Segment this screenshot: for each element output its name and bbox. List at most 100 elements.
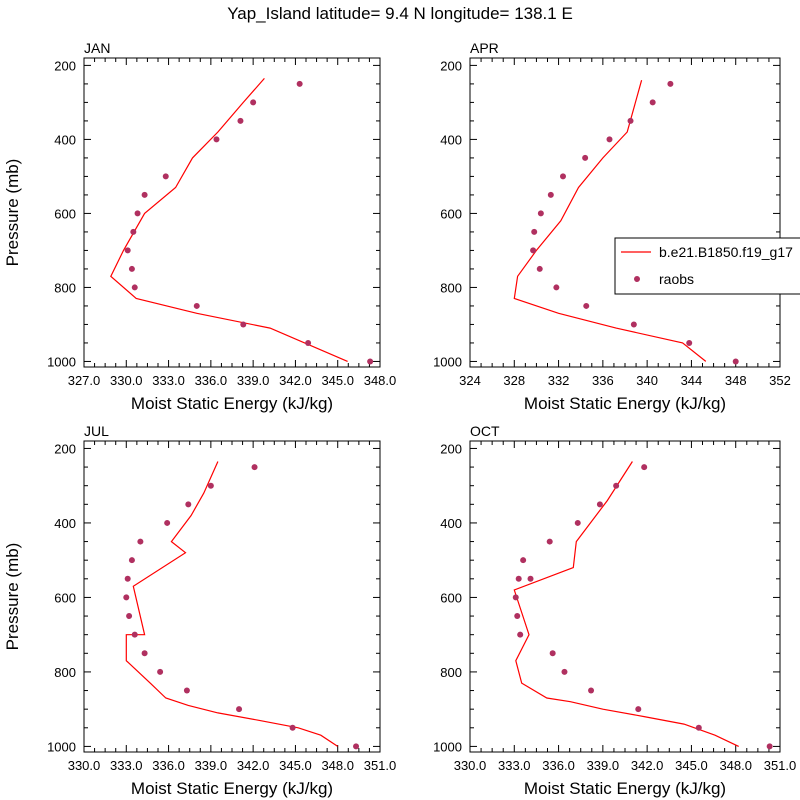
y-tick-label: 400 [54, 132, 76, 147]
raobs-point [141, 191, 148, 198]
model-series-line [513, 80, 707, 362]
model-series-line [110, 78, 348, 362]
y-tick-label: 800 [440, 280, 462, 295]
x-axis-title: Moist Static Energy (kJ/kg) [131, 394, 333, 413]
raobs-point [289, 724, 296, 731]
raobs-point [766, 743, 773, 750]
x-tick-label: 336.0 [195, 373, 228, 388]
x-axis-title: Moist Static Energy (kJ/kg) [131, 779, 333, 798]
x-axis-title: Moist Static Energy (kJ/kg) [524, 394, 726, 413]
x-tick-label: 339.0 [195, 758, 228, 773]
panel-label: JAN [84, 40, 110, 56]
x-tick-label: 330.0 [110, 373, 143, 388]
panel-label: OCT [470, 423, 500, 439]
raobs-point [514, 613, 521, 620]
panel-oct: OCT 330.0 333.0 336.0 339.0 342.0 345.0 348.0 35… [433, 423, 796, 798]
raobs-point [137, 538, 144, 545]
raobs-point [236, 706, 243, 713]
raobs-point [296, 80, 303, 87]
raobs-point [546, 538, 553, 545]
y-tick-label: 400 [54, 516, 76, 531]
y-axis-title: Pressure (mb) [3, 159, 22, 267]
raobs-point [613, 482, 620, 489]
raobs-point [124, 575, 131, 582]
raobs-point [667, 80, 674, 87]
raobs-point [185, 501, 192, 508]
raobs-point [207, 482, 214, 489]
raobs-point [353, 743, 360, 750]
raobs-point [157, 668, 164, 675]
raobs-point [128, 557, 135, 564]
y-tick-label: 200 [440, 441, 462, 456]
raobs-point [367, 358, 374, 365]
x-tick-label: 351.0 [364, 758, 397, 773]
x-tick-label: 348.0 [364, 373, 397, 388]
raobs-point [193, 302, 200, 309]
raobs-point [582, 154, 589, 161]
raobs-point [512, 594, 519, 601]
raobs-point [527, 575, 534, 582]
y-tick-label: 800 [54, 280, 76, 295]
raobs-point [124, 247, 131, 254]
x-tick-label: 332 [548, 373, 570, 388]
x-tick-label: 339.0 [587, 758, 620, 773]
raobs-point [164, 519, 171, 526]
raobs-point [686, 339, 693, 346]
raobs-point [695, 724, 702, 731]
x-tick-label: 342.0 [237, 758, 270, 773]
x-tick-label: 348.0 [321, 758, 354, 773]
panel-apr: APR 324 328 332 336 340 344 348 352 200 400 600 800 1… [433, 40, 791, 413]
raobs-point [549, 650, 556, 657]
figure-title: Yap_Island latitude= 9.4 N longitude= 13… [227, 4, 573, 23]
x-tick-label: 333.0 [110, 758, 143, 773]
raobs-point [130, 228, 137, 235]
raobs-point [547, 191, 554, 198]
raobs-point [520, 557, 527, 564]
x-tick-label: 330.0 [454, 758, 487, 773]
raobs-point [530, 247, 537, 254]
x-tick-label: 336.0 [542, 758, 575, 773]
panel-jul: JUL 330.0 333.0 336.0 339.0 342.0 345.0 348.0 35… [3, 423, 396, 798]
y-tick-label: 600 [54, 206, 76, 221]
y-tick-label: 600 [54, 590, 76, 605]
raobs-point [515, 575, 522, 582]
raobs-point [635, 706, 642, 713]
raobs-point [732, 358, 739, 365]
y-tick-label: 600 [440, 206, 462, 221]
x-tick-label: 344 [681, 373, 703, 388]
raobs-point [183, 687, 190, 694]
legend-model-label: b.e21.B1850.f19_g17 [659, 244, 793, 260]
y-tick-label: 200 [440, 58, 462, 73]
raobs-point [123, 594, 130, 601]
legend-obs-label: raobs [659, 271, 694, 287]
y-tick-label: 200 [54, 441, 76, 456]
raobs-point [630, 321, 637, 328]
raobs-point [305, 339, 312, 346]
y-axis-title: Pressure (mb) [3, 543, 22, 651]
raobs-point [213, 136, 220, 143]
x-tick-label: 324 [459, 373, 481, 388]
raobs-point [561, 668, 568, 675]
y-tick-label: 1000 [433, 354, 462, 369]
raobs-point [162, 173, 169, 180]
model-series-line [513, 461, 739, 747]
raobs-point [517, 631, 524, 638]
x-tick-label: 333.0 [152, 373, 185, 388]
raobs-point [128, 265, 135, 272]
raobs-point [588, 687, 595, 694]
raobs-point [606, 136, 613, 143]
y-tick-label: 800 [440, 665, 462, 680]
plot-frame [469, 57, 781, 368]
raobs-point [240, 321, 247, 328]
y-tick-label: 400 [440, 516, 462, 531]
raobs-point [560, 173, 566, 180]
raobs-point [134, 210, 141, 217]
panel-label: APR [470, 40, 499, 56]
x-tick-label: 330.0 [68, 758, 101, 773]
x-tick-label: 345.0 [279, 758, 312, 773]
legend-box [614, 237, 800, 295]
raobs-point [141, 650, 148, 657]
y-tick-label: 400 [440, 132, 462, 147]
x-tick-label: 345.0 [675, 758, 708, 773]
